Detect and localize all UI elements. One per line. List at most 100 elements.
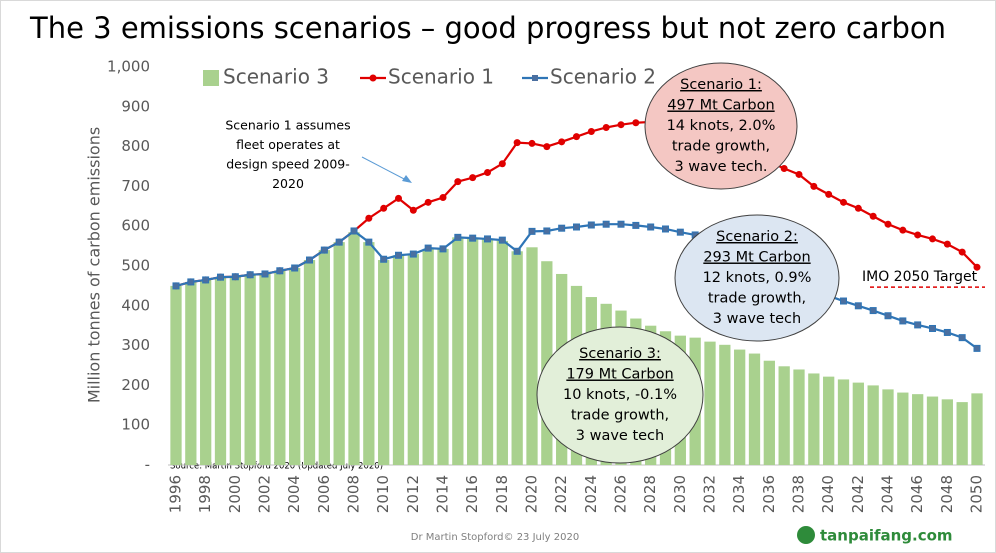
x-tick-label: 2044 (879, 475, 897, 513)
marker (454, 233, 462, 241)
bar (837, 379, 850, 465)
y-tick-label: 100 (121, 416, 150, 434)
marker (350, 227, 358, 235)
watermark: tanpaifang.com (820, 527, 953, 545)
marker (409, 206, 417, 214)
bar (897, 392, 909, 465)
callout-text: 14 knots, 2.0% (667, 118, 776, 134)
x-tick-label: 2012 (404, 475, 422, 513)
legend-swatch (203, 70, 219, 86)
marker (217, 273, 224, 281)
x-tick-label: 2020 (523, 475, 541, 513)
marker (647, 223, 655, 231)
marker (854, 204, 862, 212)
y-axis-label: Million tonnes of carbon emissions (85, 127, 104, 403)
bar (170, 285, 182, 465)
x-tick-label: 1996 (167, 475, 185, 513)
bar (333, 242, 345, 465)
y-tick-label: 800 (121, 137, 150, 155)
marker (498, 236, 506, 244)
marker (884, 312, 892, 320)
marker (587, 221, 595, 229)
x-tick-label: 2042 (849, 475, 867, 513)
bar (274, 270, 286, 465)
bar (926, 396, 939, 465)
marker (914, 231, 922, 239)
marker (869, 307, 877, 315)
y-tick-label: 600 (121, 217, 150, 235)
marker (261, 270, 269, 278)
marker (573, 133, 580, 141)
marker (513, 139, 521, 147)
callout-text: trade growth, (571, 408, 669, 424)
bar (793, 369, 805, 465)
marker (246, 271, 254, 279)
marker (513, 247, 521, 255)
bar (185, 281, 197, 465)
marker (632, 221, 640, 229)
x-tick-label: 2010 (374, 475, 392, 513)
marker (365, 214, 373, 222)
annotation: fleet operates at (236, 137, 340, 152)
marker (825, 190, 833, 198)
marker (291, 264, 299, 272)
x-tick-label: 2022 (552, 475, 570, 513)
marker (884, 220, 892, 228)
marker (484, 168, 491, 176)
marker (469, 174, 477, 182)
x-tick-label: 2016 (463, 475, 481, 513)
marker (306, 256, 313, 264)
marker (602, 220, 610, 228)
legend-label: Scenario 3 (223, 65, 329, 89)
x-tick-label: 2024 (582, 475, 600, 513)
callout-text: 179 Mt Carbon (566, 367, 673, 383)
marker (454, 178, 462, 186)
marker (587, 127, 595, 135)
x-tick-label: 2050 (968, 475, 986, 513)
bar (303, 260, 316, 465)
annotation: Scenario 1 assumes (225, 118, 350, 133)
target-label: IMO 2050 Target (862, 269, 978, 285)
marker (172, 282, 180, 290)
callout-bubble (644, 62, 798, 190)
x-tick-label: 2046 (908, 475, 926, 513)
x-tick-label: 2028 (641, 475, 659, 513)
x-tick-label: 2032 (701, 475, 719, 513)
bar (882, 389, 894, 465)
y-tick-label: 500 (121, 257, 150, 275)
x-tick-label: 2040 (819, 475, 837, 513)
x-tick-label: 1998 (196, 475, 214, 513)
bar (200, 279, 212, 465)
bar (407, 254, 419, 465)
x-tick-label: 2002 (256, 475, 274, 513)
bar (734, 349, 746, 465)
bar (318, 250, 330, 465)
marker (840, 198, 847, 206)
marker (528, 227, 536, 235)
marker (914, 321, 922, 329)
callout-text: 10 knots, -0.1% (563, 387, 677, 403)
callout-text: 3 wave tech. (674, 159, 767, 175)
bar (481, 239, 494, 465)
marker (943, 328, 951, 336)
x-tick-label: 2014 (434, 475, 452, 513)
marker (409, 250, 417, 258)
annotation: design speed 2009- (226, 157, 350, 172)
marker (543, 143, 551, 151)
bar (704, 341, 716, 465)
y-tick-label: 300 (121, 336, 150, 354)
callout-text: 3 wave tech (713, 311, 801, 327)
bar (378, 260, 390, 465)
chart-title: The 3 emissions scenarios – good progres… (29, 11, 946, 45)
x-tick-label: 2006 (315, 475, 333, 513)
marker (662, 225, 669, 233)
y-tick-label: 700 (121, 177, 150, 195)
marker (973, 344, 981, 352)
marker (943, 240, 951, 248)
marker (498, 160, 506, 168)
bar (467, 238, 479, 465)
callout-text: Scenario 3: (579, 346, 661, 362)
annotation: 2020 (272, 176, 304, 191)
bar (852, 382, 864, 465)
marker (439, 245, 447, 253)
